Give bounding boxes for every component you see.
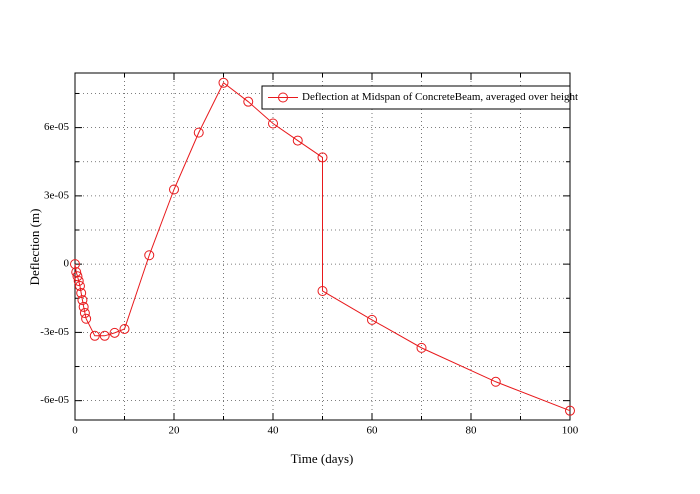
data-point	[317, 285, 328, 296]
plot-frame	[74, 72, 571, 421]
data-point	[79, 308, 90, 319]
data-point	[367, 314, 377, 325]
data-point	[218, 77, 229, 88]
data-point	[73, 275, 84, 286]
y-tick-label: 0	[64, 258, 70, 270]
data-point	[317, 152, 328, 163]
data-point	[193, 127, 204, 138]
legend-label: Deflection at Midspan of ConcreteBeam, a…	[302, 91, 578, 103]
data-point	[268, 118, 278, 129]
data-point	[99, 330, 110, 341]
legend: Deflection at Midspan of ConcreteBeam, a…	[261, 85, 578, 110]
y-axis-label: Deflection (m)	[27, 209, 42, 286]
x-tick-label: 100	[562, 425, 579, 437]
data-point	[109, 327, 120, 338]
data-point	[78, 301, 89, 312]
x-tick-label: 80	[466, 425, 478, 437]
y-tick-label: 3e-05	[44, 189, 70, 201]
x-axis-label: Time (days)	[291, 451, 354, 466]
legend-marker	[278, 92, 288, 103]
data-point	[77, 295, 88, 306]
data-point	[243, 96, 254, 107]
data-point	[144, 250, 155, 261]
data-point	[119, 323, 130, 334]
x-tick-label: 60	[367, 425, 379, 437]
data-point	[89, 330, 100, 341]
data-point	[70, 259, 80, 270]
data-point	[490, 376, 501, 387]
data-point	[74, 280, 85, 291]
x-tick-label: 20	[169, 425, 181, 437]
y-tick-label: -6e-05	[40, 394, 69, 406]
y-tick-label: 6e-05	[44, 121, 70, 133]
y-tick-label: -3e-05	[40, 326, 69, 338]
data-point	[169, 184, 179, 195]
legend-box	[261, 85, 571, 110]
data-point	[72, 271, 83, 282]
data-point	[565, 405, 575, 416]
data-point	[76, 288, 87, 299]
data-point	[81, 313, 92, 324]
data-point	[71, 267, 82, 278]
x-tick-label: 40	[268, 425, 280, 437]
data-point	[292, 135, 303, 146]
data-point	[416, 342, 427, 353]
x-tick-label: 0	[72, 425, 78, 437]
